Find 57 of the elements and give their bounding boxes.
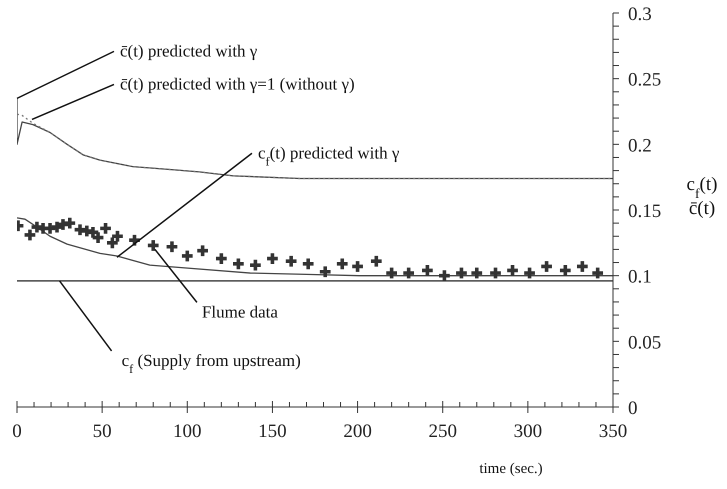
x-tick-label: 350 (598, 421, 628, 442)
x-tick-label: 300 (514, 421, 542, 442)
point (182, 250, 193, 262)
y-tick-label: 0.3 (628, 4, 652, 25)
point (507, 265, 518, 276)
point (456, 268, 467, 278)
point (64, 218, 76, 228)
point (197, 245, 208, 256)
point (148, 240, 159, 251)
ref-line-label: c$_{f}$ (Supply from upstream) (122, 350, 301, 376)
point (216, 253, 227, 264)
annotation: Flume data (202, 302, 278, 322)
point (352, 261, 363, 272)
y-tick-label: 0.25 (628, 70, 662, 91)
point (439, 270, 450, 282)
point (267, 253, 278, 264)
point (286, 256, 297, 267)
x-tick-label: 250 (428, 421, 457, 442)
point (386, 268, 397, 278)
point (560, 265, 571, 276)
point (233, 258, 244, 270)
annotation: c̄(t) predicted with γ=1 (without γ) (120, 74, 355, 94)
point (370, 256, 382, 267)
y-tick-label: 0.05 (628, 332, 662, 354)
x-axis-title: time (sec.) (479, 461, 543, 477)
point (576, 261, 588, 272)
point (92, 232, 104, 243)
x-tick-label: 100 (173, 421, 202, 442)
y-tick-label: 0.2 (628, 135, 652, 156)
line-series (17, 113, 613, 180)
point (320, 266, 331, 278)
point (100, 223, 111, 234)
point (422, 265, 433, 276)
point (106, 237, 118, 248)
line-series (17, 98, 613, 180)
point (24, 230, 36, 240)
point (302, 258, 314, 270)
x-tick-label: 0 (12, 421, 22, 442)
point (471, 268, 482, 278)
x-tick-label: 150 (258, 421, 287, 442)
point (592, 268, 604, 278)
point (250, 260, 261, 271)
point (336, 258, 348, 270)
point (403, 268, 414, 278)
annotation: c$_{f}$(t) predicted with γ (258, 143, 400, 168)
point (112, 230, 123, 242)
x-tick-label: 50 (92, 421, 112, 442)
annotation: c̄(t) predicted with γ (120, 41, 258, 60)
y-tick-label: 0.15 (628, 201, 662, 222)
y-axis-title: c$_{f}$(t) c̄(t) (686, 174, 718, 219)
x-tick-label: 200 (343, 421, 372, 442)
point (524, 268, 535, 278)
point (166, 241, 178, 252)
point (541, 261, 552, 272)
y-tick-label: 0.1 (628, 266, 652, 288)
point (490, 268, 501, 278)
y-tick-label: 0 (628, 398, 638, 419)
